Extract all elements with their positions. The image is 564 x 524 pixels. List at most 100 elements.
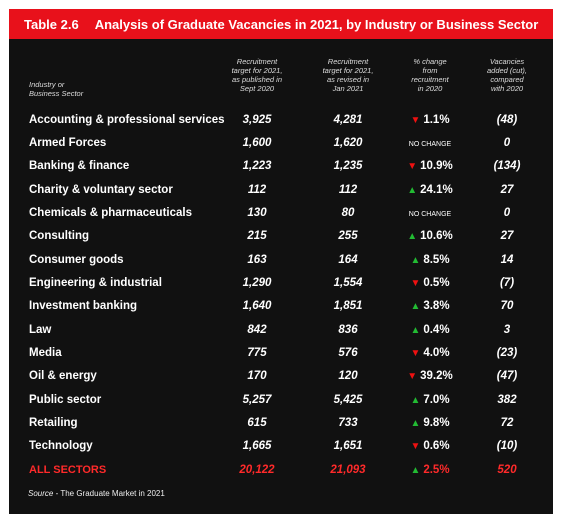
pct-change-cell: ▼ 1.1% xyxy=(394,114,466,126)
target-jan-2021: 1,554 xyxy=(333,276,363,289)
title-bar: Table 2.6 Analysis of Graduate Vacancies… xyxy=(9,9,553,39)
target-sept-2020: 20,122 xyxy=(239,463,275,476)
header-line: Vacancies xyxy=(489,57,525,66)
pct-change-cell: ▲ 24.1% xyxy=(394,184,466,196)
sector-name: Chemicals & pharmaceuticals xyxy=(29,206,192,219)
table-row: Public sector 5,257 5,425 ▲ 7.0% 382 xyxy=(9,388,553,411)
table-row: Accounting & professional services 3,925 4… xyxy=(9,108,553,131)
pct-change-cell: ▲ 9.8% xyxy=(394,417,466,429)
header-line: Jan 2021 xyxy=(332,84,364,93)
table-row: Law 842 836 ▲ 0.4% 3 xyxy=(9,318,553,341)
sector-name: Oil & energy xyxy=(29,370,97,383)
up-arrow-icon: ▲ xyxy=(410,394,421,406)
header-line: compared xyxy=(490,75,524,84)
target-jan-2021: 120 xyxy=(338,370,358,383)
table-row: Oil & energy 170 120 ▼ 39.2% (47) xyxy=(9,365,553,388)
target-jan-2021: 1,851 xyxy=(333,300,363,313)
header-line: with 2020 xyxy=(490,84,524,93)
table-panel: Table 2.6 Analysis of Graduate Vacancies… xyxy=(9,9,553,514)
vacancies-added: (7) xyxy=(499,276,515,289)
table-row: Consulting 215 255 ▲ 10.6% 27 xyxy=(9,225,553,248)
sector-name: Law xyxy=(29,323,52,336)
header-sept-target: Recruitment target for 2021, as publishe… xyxy=(217,57,297,93)
sector-name: Consumer goods xyxy=(29,253,124,266)
target-sept-2020: 5,257 xyxy=(242,393,272,406)
vacancies-added: 520 xyxy=(497,463,517,476)
header-line: recruitment xyxy=(411,75,449,84)
sector-name: Media xyxy=(29,347,62,359)
target-sept-2020: 170 xyxy=(247,370,267,383)
vacancies-added: (48) xyxy=(496,113,518,126)
pct-change-value: 9.8% xyxy=(423,417,450,430)
target-sept-2020: 163 xyxy=(247,253,267,266)
target-sept-2020: 215 xyxy=(247,230,267,243)
sector-name: Engineering & industrial xyxy=(29,276,162,289)
target-jan-2021: 1,620 xyxy=(333,136,363,149)
pct-change-cell: ▼ 39.2% xyxy=(394,370,466,382)
pct-change-cell: ▼ 0.6% xyxy=(394,440,466,452)
header-vacancies-added: Vacancies added (cut), compared with 202… xyxy=(469,57,545,93)
pct-change-cell: ▼ 4.0% xyxy=(394,347,466,359)
source-text: - The Graduate Market in 2021 xyxy=(53,489,165,498)
table-title: Analysis of Graduate Vacancies in 2021, … xyxy=(94,16,539,32)
total-row: ALL SECTORS 20,122 21,093 ▲ 2.5% 520 xyxy=(9,458,553,481)
pct-change-value: 10.9% xyxy=(420,160,453,173)
pct-change-value: 39.2% xyxy=(420,370,453,383)
vacancies-added: 0 xyxy=(503,136,511,149)
target-jan-2021: 80 xyxy=(341,206,355,219)
target-jan-2021: 576 xyxy=(338,347,358,359)
target-sept-2020: 1,665 xyxy=(242,440,272,453)
pct-change-value: 0.5% xyxy=(423,276,450,289)
vacancies-added: 3 xyxy=(503,323,511,336)
target-sept-2020: 842 xyxy=(247,323,267,336)
header-line: % change xyxy=(413,57,447,66)
pct-change-cell: ▲ 2.5% xyxy=(394,464,466,476)
table-row: Technology 1,665 1,651 ▼ 0.6% (10) xyxy=(9,435,553,458)
pct-change-cell: ▲ 0.4% xyxy=(394,324,466,336)
up-arrow-icon: ▲ xyxy=(410,464,421,476)
pct-change-value: NO CHANGE xyxy=(408,210,452,218)
down-arrow-icon: ▼ xyxy=(407,371,418,383)
target-jan-2021: 21,093 xyxy=(330,463,366,476)
sector-name: Banking & finance xyxy=(29,160,130,173)
table-row: Consumer goods 163 164 ▲ 8.5% 14 xyxy=(9,248,553,271)
pct-change-value: 10.6% xyxy=(420,230,453,243)
pct-change-value: 2.5% xyxy=(423,463,450,476)
pct-change-value: 8.5% xyxy=(423,253,450,266)
header-pct-change: % change from recruitment in 2020 xyxy=(390,57,470,93)
target-sept-2020: 775 xyxy=(247,347,267,359)
pct-change-value: 0.4% xyxy=(423,323,450,336)
vacancies-added: (23) xyxy=(496,347,518,359)
pct-change-value: NO CHANGE xyxy=(408,140,452,148)
target-jan-2021: 164 xyxy=(338,253,358,266)
down-arrow-icon: ▼ xyxy=(410,277,421,289)
up-arrow-icon: ▲ xyxy=(407,231,418,243)
vacancies-added: 14 xyxy=(500,253,514,266)
target-jan-2021: 733 xyxy=(338,417,358,430)
up-arrow-icon: ▲ xyxy=(410,418,421,430)
header-line: as revised in xyxy=(326,75,370,84)
header-line: from xyxy=(422,66,438,75)
target-sept-2020: 1,600 xyxy=(242,136,272,149)
header-line: Industry or xyxy=(29,80,65,89)
down-arrow-icon: ▼ xyxy=(410,348,421,359)
header-line: Recruitment xyxy=(327,57,369,66)
vacancies-added: 70 xyxy=(500,300,514,313)
target-sept-2020: 1,640 xyxy=(242,300,272,313)
header-line: in 2020 xyxy=(417,84,443,93)
pct-change-cell: ▲ 8.5% xyxy=(394,254,466,266)
up-arrow-icon: ▲ xyxy=(410,254,421,266)
target-sept-2020: 130 xyxy=(247,206,267,219)
up-arrow-icon: ▲ xyxy=(407,184,418,196)
down-arrow-icon: ▼ xyxy=(410,441,421,453)
pct-change-cell: ▼ 10.9% xyxy=(394,160,466,172)
down-arrow-icon: ▼ xyxy=(407,161,418,173)
table-row: Charity & voluntary sector 112 112 ▲ 24.1% 27 xyxy=(9,178,553,201)
target-jan-2021: 4,281 xyxy=(333,113,363,126)
header-line: Sept 2020 xyxy=(239,84,275,93)
pct-change-cell: ▲ 7.0% xyxy=(394,394,466,406)
header-line: target for 2021, xyxy=(231,66,283,75)
vacancies-added: 27 xyxy=(500,230,514,243)
vacancies-added: (10) xyxy=(496,440,518,453)
target-jan-2021: 1,235 xyxy=(333,160,363,173)
